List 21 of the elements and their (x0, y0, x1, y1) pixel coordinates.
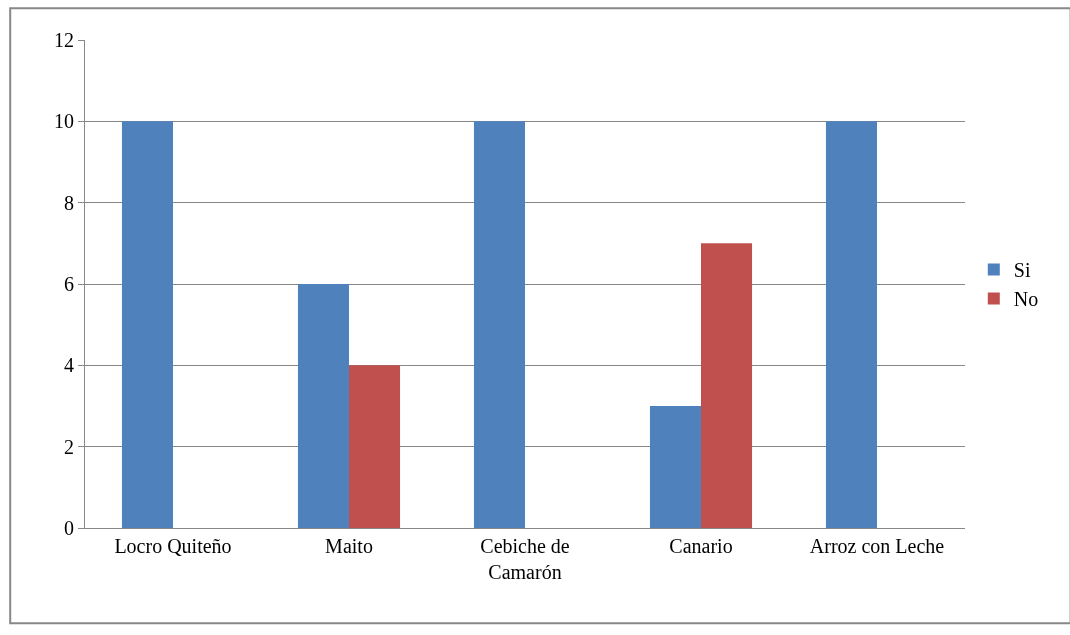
y-tick-label: 2 (64, 435, 74, 458)
legend-label: Si (1013, 259, 1031, 282)
x-tick-label: Locro Quiteño (114, 535, 232, 557)
legend-label: No (1013, 288, 1039, 311)
bar (121, 121, 173, 528)
x-tick-label: Maito (325, 535, 373, 557)
y-tick-label: 4 (64, 354, 74, 377)
y-tick-label: 10 (54, 110, 74, 133)
y-tick-label: 6 (64, 273, 74, 295)
y-tick-label: 12 (54, 29, 74, 51)
bar (825, 121, 877, 528)
bar (297, 284, 349, 528)
x-tick-label: Canario (669, 535, 733, 557)
bar (473, 121, 525, 528)
bar (701, 243, 753, 528)
x-tick-label: Cebiche de Camarón (480, 535, 570, 583)
x-tick-label: Arroz con Leche (809, 535, 945, 557)
bar (349, 365, 401, 528)
y-tick-label: 8 (64, 191, 74, 214)
bar (649, 406, 701, 528)
y-tick-label: 0 (64, 517, 74, 539)
